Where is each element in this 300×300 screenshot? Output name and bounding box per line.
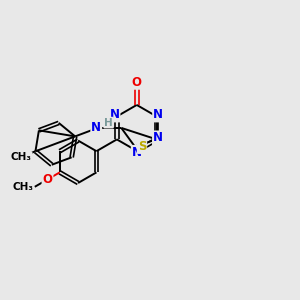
Text: O: O [43, 173, 52, 186]
Text: N: N [153, 109, 163, 122]
Text: CH₃: CH₃ [11, 152, 32, 162]
Text: S: S [138, 140, 146, 153]
Text: CH₃: CH₃ [12, 182, 33, 192]
Text: H: H [104, 118, 113, 128]
Text: N: N [153, 134, 163, 147]
Text: N: N [132, 146, 142, 159]
Text: N: N [91, 121, 101, 134]
Text: N: N [153, 131, 163, 144]
Text: N: N [110, 109, 119, 122]
Text: O: O [132, 76, 142, 89]
